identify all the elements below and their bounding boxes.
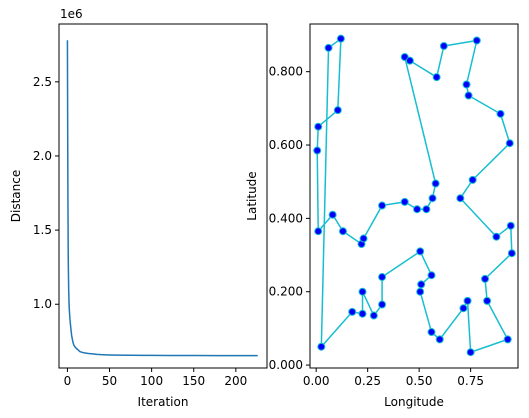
city-point bbox=[417, 280, 426, 289]
route-y-ticks: 0.000 0.200 0.400 0.600 0.800 bbox=[269, 65, 310, 372]
city-point bbox=[507, 249, 516, 258]
city-point bbox=[416, 287, 425, 296]
city-point bbox=[359, 234, 368, 243]
route-x-ticks: 0.00 0.25 0.50 0.75 bbox=[303, 368, 484, 388]
city-point bbox=[378, 300, 387, 309]
city-point bbox=[462, 80, 471, 89]
city-point bbox=[435, 335, 444, 344]
city-point bbox=[463, 296, 472, 305]
city-point bbox=[400, 197, 409, 206]
route-y-tick-label: 0.800 bbox=[269, 65, 303, 79]
distance-y-tick-label: 2.0 bbox=[33, 149, 52, 163]
city-point bbox=[466, 348, 475, 357]
city-point bbox=[496, 109, 505, 118]
city-point bbox=[369, 311, 378, 320]
distance-x-ticks: 0 50 100 150 200 bbox=[64, 368, 247, 388]
city-point bbox=[456, 194, 465, 203]
distance-x-tick-label: 100 bbox=[140, 374, 163, 388]
route-x-axis-label: Longitude bbox=[384, 395, 444, 409]
distance-chart: 1e6 0 50 100 150 200 1.01.52.02.5 Iteration … bbox=[9, 7, 268, 409]
route-x-tick-label: 0.00 bbox=[303, 374, 330, 388]
city-point bbox=[506, 221, 515, 230]
distance-x-axis-label: Iteration bbox=[138, 395, 189, 409]
city-point bbox=[314, 227, 323, 236]
city-point bbox=[405, 56, 414, 65]
route-x-tick-label: 0.25 bbox=[354, 374, 381, 388]
distance-y-tick-label: 1.5 bbox=[33, 223, 52, 237]
city-point bbox=[358, 287, 367, 296]
city-point bbox=[378, 201, 387, 210]
distance-x-tick-label: 50 bbox=[102, 374, 117, 388]
city-point bbox=[428, 194, 437, 203]
city-point bbox=[413, 205, 422, 214]
city-point bbox=[336, 34, 345, 43]
city-point bbox=[459, 304, 468, 313]
city-point bbox=[439, 42, 448, 50]
city-point bbox=[348, 307, 357, 316]
route-x-tick-label: 0.75 bbox=[457, 374, 484, 388]
route-y-tick-label: 0.000 bbox=[269, 358, 303, 372]
city-point bbox=[314, 122, 323, 131]
distance-plot-area bbox=[66, 40, 258, 357]
city-point bbox=[378, 273, 387, 282]
city-point bbox=[431, 179, 440, 188]
city-point bbox=[481, 274, 490, 283]
distance-series-line bbox=[66, 40, 258, 357]
city-point bbox=[427, 328, 436, 337]
city-point bbox=[324, 43, 333, 52]
route-x-tick-label: 0.50 bbox=[406, 374, 433, 388]
distance-y-ticks: 1.0 1.5 2.0 2.5 bbox=[33, 75, 59, 311]
distance-y-axis-label: Distance bbox=[9, 170, 23, 222]
city-point bbox=[416, 247, 425, 256]
route-path bbox=[316, 37, 513, 353]
city-point bbox=[492, 232, 501, 241]
route-chart: 0.00 0.25 0.50 0.75 0.000 0.200 0.400 0.600 0.8… bbox=[245, 23, 519, 409]
distance-y-tick-label: 1.0 bbox=[33, 297, 52, 311]
distance-x-tick-label: 0 bbox=[64, 374, 72, 388]
city-point bbox=[432, 73, 441, 82]
route-y-axis-label: Latitude bbox=[245, 171, 259, 220]
city-point bbox=[505, 139, 514, 148]
city-point bbox=[317, 342, 326, 351]
route-y-tick-label: 0.400 bbox=[269, 211, 303, 225]
route-y-tick-label: 0.600 bbox=[269, 138, 303, 152]
city-point bbox=[333, 106, 342, 115]
city-point bbox=[422, 205, 431, 214]
distance-x-tick-label: 200 bbox=[224, 374, 247, 388]
y-offset-label: 1e6 bbox=[60, 7, 83, 21]
distance-axes-frame bbox=[58, 23, 268, 369]
city-point bbox=[427, 271, 436, 280]
distance-x-tick-label: 150 bbox=[182, 374, 205, 388]
city-point bbox=[338, 227, 347, 236]
city-point bbox=[503, 335, 512, 344]
city-point bbox=[313, 146, 322, 155]
city-point bbox=[358, 309, 367, 318]
route-y-tick-label: 0.200 bbox=[269, 285, 303, 299]
route-axes-frame bbox=[309, 23, 519, 369]
city-point bbox=[468, 175, 477, 184]
city-point bbox=[464, 91, 473, 100]
city-point bbox=[328, 210, 337, 219]
city-point bbox=[472, 36, 481, 45]
distance-y-tick-label: 2.5 bbox=[33, 75, 52, 89]
city-point bbox=[483, 296, 492, 305]
route-plot-area bbox=[313, 34, 516, 357]
